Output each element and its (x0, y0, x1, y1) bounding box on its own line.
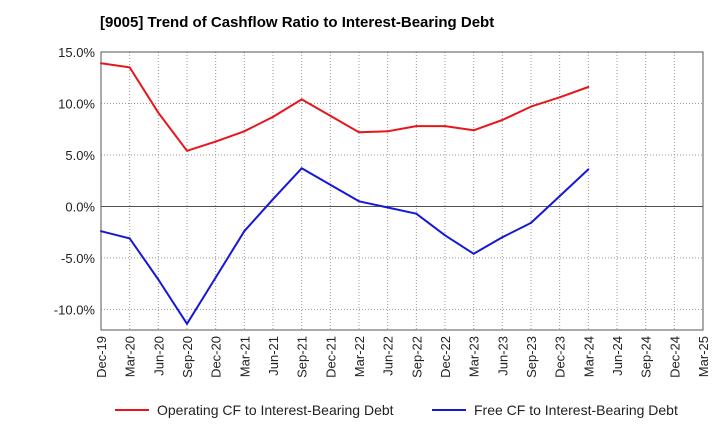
x-tick-label: Mar-25 (696, 336, 711, 377)
data-point (501, 118, 504, 121)
data-point (444, 125, 446, 128)
data-point (501, 236, 504, 239)
data-point (100, 230, 102, 233)
data-point (530, 221, 532, 224)
data-point (530, 105, 532, 108)
data-point (128, 66, 131, 69)
data-point (300, 98, 303, 101)
x-tick-label: Jun-23 (495, 336, 510, 376)
x-tick-label: Jun-22 (381, 336, 396, 376)
x-tick-label: Mar-22 (352, 336, 367, 377)
x-tick-label: Dec-20 (209, 336, 224, 378)
data-point (415, 125, 418, 128)
x-tick-label: Sep-23 (524, 336, 539, 378)
x-tick-label: Jun-21 (266, 336, 281, 376)
plot-border (100, 51, 704, 331)
data-point (243, 130, 246, 133)
plot-area (101, 52, 703, 330)
y-tick-label: 0.0% (65, 199, 95, 214)
x-tick-label: Jun-20 (151, 336, 166, 376)
series-line-1 (100, 62, 589, 152)
data-point (472, 252, 475, 255)
data-point (587, 168, 590, 171)
data-point (329, 114, 332, 117)
chart-title: [9005] Trend of Cashflow Ratio to Intere… (100, 14, 495, 31)
data-point (587, 86, 590, 89)
x-tick-label: Jun-24 (610, 336, 625, 376)
data-point (157, 278, 160, 281)
data-point (272, 115, 274, 118)
x-tick-label: Mar-20 (123, 336, 138, 377)
data-point (472, 129, 475, 132)
y-tick-label: 15.0% (58, 45, 95, 60)
data-point (386, 130, 389, 133)
data-point (186, 149, 188, 152)
data-point (214, 276, 217, 279)
data-point (272, 198, 274, 201)
data-point (558, 195, 561, 198)
data-point (329, 183, 332, 186)
x-tick-label: Dec-24 (667, 336, 682, 378)
series-line-2 (100, 167, 589, 325)
data-point (444, 234, 446, 237)
x-tick-label: Mar-21 (237, 336, 252, 377)
x-tick-label: Dec-19 (94, 336, 109, 378)
y-tick-label: -5.0% (61, 251, 95, 266)
x-tick-label: Mar-23 (467, 336, 482, 377)
y-tick-label: -10.0% (54, 302, 96, 317)
data-point (358, 131, 360, 134)
x-tick-label: Sep-22 (409, 336, 424, 378)
x-tick-label: Dec-22 (438, 336, 453, 378)
data-point (157, 111, 160, 114)
data-point (300, 167, 303, 170)
x-tick-label: Mar-24 (581, 336, 596, 377)
data-point (128, 237, 131, 240)
legend-label: Operating CF to Interest-Bearing Debt (157, 402, 394, 418)
data-point (558, 96, 561, 99)
x-tick-label: Sep-24 (639, 336, 654, 378)
data-point (386, 206, 389, 209)
data-point (358, 200, 360, 203)
data-point (415, 212, 418, 215)
data-point (186, 322, 188, 325)
y-tick-label: 10.0% (58, 96, 95, 111)
x-tick-label: Dec-23 (553, 336, 568, 378)
x-tick-label: Sep-21 (295, 336, 310, 378)
y-tick-label: 5.0% (65, 148, 95, 163)
data-point (243, 230, 246, 233)
data-point (214, 140, 217, 143)
x-tick-label: Dec-21 (323, 336, 338, 378)
data-point (100, 62, 102, 65)
x-tick-label: Sep-20 (180, 336, 195, 378)
legend-label: Free CF to Interest-Bearing Debt (474, 402, 678, 418)
